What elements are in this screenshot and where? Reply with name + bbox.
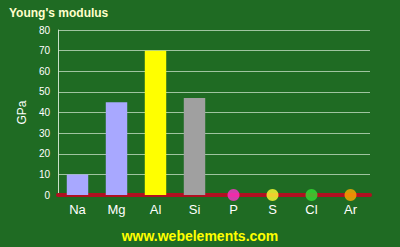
svg-text:P: P [229, 202, 238, 217]
svg-text:S: S [268, 202, 277, 217]
svg-text:www.webelements.com: www.webelements.com [121, 228, 279, 244]
svg-text:Cl: Cl [305, 202, 317, 217]
svg-text:Na: Na [69, 202, 86, 217]
svg-text:Si: Si [189, 202, 201, 217]
svg-text:50: 50 [39, 86, 51, 97]
svg-text:20: 20 [39, 148, 51, 159]
svg-text:10: 10 [39, 169, 51, 180]
svg-text:40: 40 [39, 107, 51, 118]
svg-text:30: 30 [39, 128, 51, 139]
svg-text:0: 0 [44, 190, 50, 201]
svg-text:Ar: Ar [344, 202, 358, 217]
svg-text:GPa: GPa [15, 100, 29, 124]
svg-text:80: 80 [39, 25, 51, 36]
svg-text:60: 60 [39, 66, 51, 77]
svg-text:70: 70 [39, 45, 51, 56]
svg-text:Al: Al [150, 202, 162, 217]
svg-text:Mg: Mg [107, 202, 125, 217]
svg-text:Young's modulus: Young's modulus [9, 6, 109, 20]
